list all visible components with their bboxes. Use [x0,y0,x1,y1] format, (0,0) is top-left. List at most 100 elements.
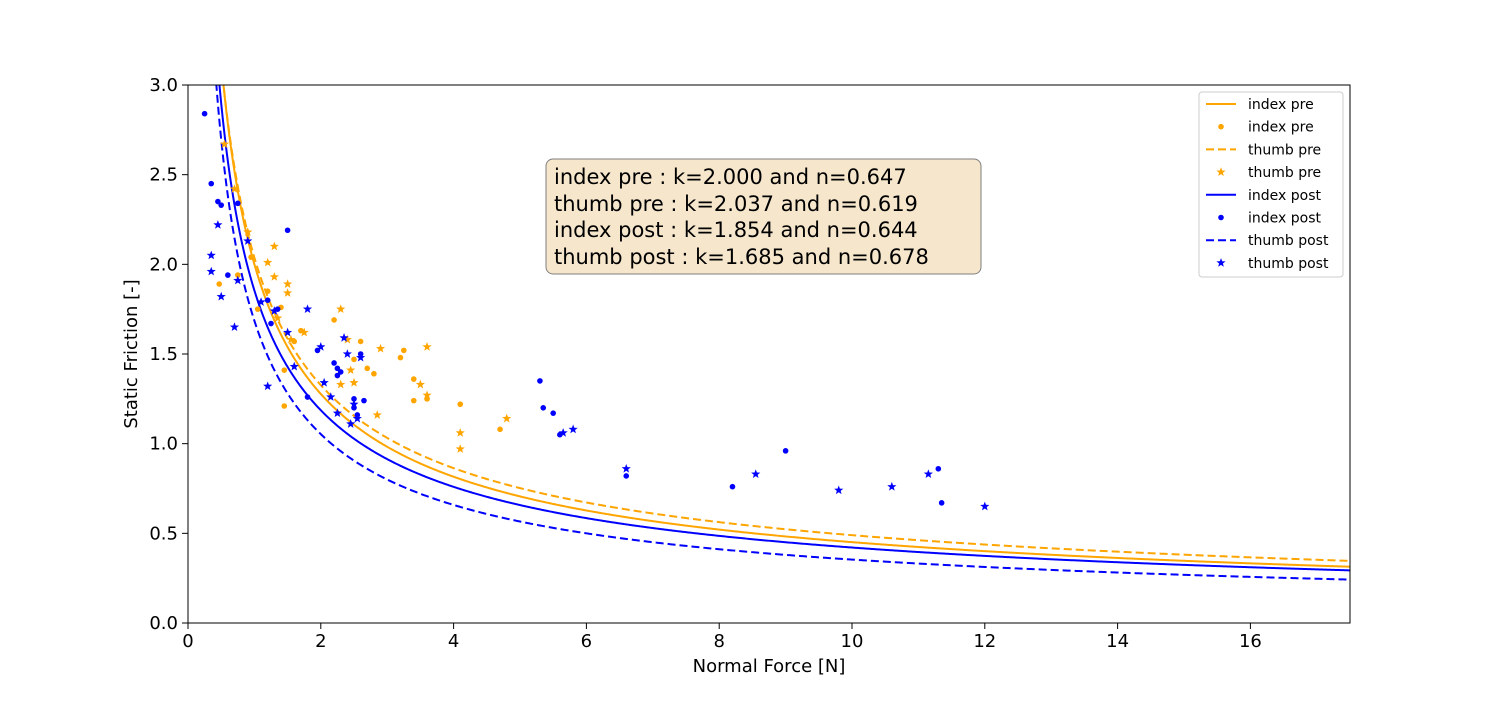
x-tick-label: 6 [581,631,592,652]
thumb-post-star-point [621,463,631,473]
index-post-point [623,473,630,479]
thumb-post-star-point [283,327,293,337]
thumb-pre-star-point [269,241,279,251]
index-post-point [331,360,337,366]
index-post-point [334,372,341,379]
thumb-pre-star-point [229,184,240,193]
index-pre-point [235,272,241,278]
thumb-post-star-point [229,322,240,331]
fit-curve-thumb-pre [222,85,1350,562]
index-post-point [215,198,221,205]
legend-thumb-post-star-label: thumb post [1248,256,1329,272]
fit-curve-thumb-post [215,85,1350,581]
index-post-point [201,110,208,117]
thumb-pre-star-point [283,288,293,297]
annotation-line-1: index pre : k=2.000 and n=0.647 [554,165,907,189]
thumb-pre-star-point [349,377,359,387]
x-tick-label: 4 [448,631,459,652]
thumb-post-star-point [751,469,761,479]
thumb-post-star-point [332,408,342,418]
annotation-box: index pre : k=2.000 and n=0.647 thumb pr… [545,158,982,275]
index-pre-point [264,288,271,295]
legend-thumb-pre-line-dashed-label: thumb pre [1248,142,1321,158]
index-post-point [304,394,311,400]
x-tick-label: 8 [713,631,724,652]
legend-index-post-dot-label: index post [1248,211,1321,227]
index-post-point [284,227,291,234]
index-post-point [361,397,367,404]
thumb-pre-star-point [502,413,512,423]
thumb-post-star-point [568,424,578,434]
legend-index-pre-dot-label: index pre [1248,120,1314,136]
thumb-post-star-point [213,220,223,229]
index-post-point [225,272,231,278]
index-post-point [935,465,942,472]
index-post-point [235,200,241,207]
index-post-point [782,448,789,454]
index-pre-point [410,376,417,382]
thumb-post-star-point [834,485,844,495]
thumb-post-star-point [352,413,362,423]
thumb-post-star-point [256,297,266,306]
thumb-pre-star-point [263,257,273,267]
index-post-point [351,396,357,402]
x-tick-label: 16 [1239,631,1262,652]
x-tick-label: 2 [315,631,326,652]
thumb-pre-star-point [375,343,386,353]
thumb-pre-star-point [299,327,309,337]
legend: index pre index pre thumb pre thumb pre inde… [1198,91,1344,278]
thumb-post-star-point [243,236,253,245]
thumb-post-star-point [356,352,366,362]
x-tick-label: 10 [841,631,864,652]
index-pre-point [457,401,464,408]
thumb-post-star-point [339,333,349,342]
index-pre-point [248,254,254,260]
index-post-point [218,202,224,208]
thumb-post-star-point [289,361,299,371]
thumb-pre-star-point [422,342,432,351]
thumb-pre-star-point [372,410,382,419]
thumb-post-star-point [263,381,273,391]
fit-curve-index-post [218,85,1350,572]
x-tick-label: 14 [1106,631,1129,652]
thumb-post-star-point [980,501,990,511]
fit-curves [215,85,1350,581]
thumb-post-star-point [316,342,326,351]
y-axis-label: Static Friction [-] [121,279,142,428]
thumb-pre-star-point [455,444,465,453]
thumb-post-star-point [346,419,356,428]
legend-index-pre-dot-swatch [1218,123,1224,130]
annotation-line-2: thumb pre : k=2.037 and n=0.619 [554,192,918,216]
thumb-post-star-point [319,377,329,387]
index-pre-point [281,403,288,409]
index-pre-point [331,317,337,323]
y-axis-ticks: 0.0 0.5 1.0 1.5 2.0 2.5 3.0 [149,75,188,634]
thumb-post-star-point [206,266,216,276]
thumb-post-star-point [342,349,352,358]
thumb-post-star-point [558,428,568,437]
legend-index-post-line-solid-label: index post [1248,188,1321,204]
legend-index-post-dot-swatch [1218,214,1224,221]
thumb-post-star-point [216,291,226,301]
thumb-pre-star-point [286,334,296,344]
index-pre-point [410,397,417,404]
thumb-post-star-point [887,481,897,491]
y-tick-label: 2.5 [149,165,178,186]
index-pre-point [357,338,364,345]
x-tick-label: 12 [973,631,996,652]
annotation-line-4: thumb post : k=1.685 and n=0.678 [554,245,929,269]
data-points [201,110,990,511]
index-post-point [938,500,945,506]
thumb-pre-star-point [346,365,356,375]
legend-thumb-pre-star-swatch [1216,167,1226,176]
thumb-post-star-point [269,306,279,315]
thumb-post-star-point [302,304,313,314]
index-post-point [540,405,547,411]
thumb-post-star-point [206,250,216,260]
thumb-pre-star-point [243,227,253,236]
index-post-point [537,378,543,384]
index-pre-point [351,356,357,363]
thumb-post-star-point [349,399,359,409]
